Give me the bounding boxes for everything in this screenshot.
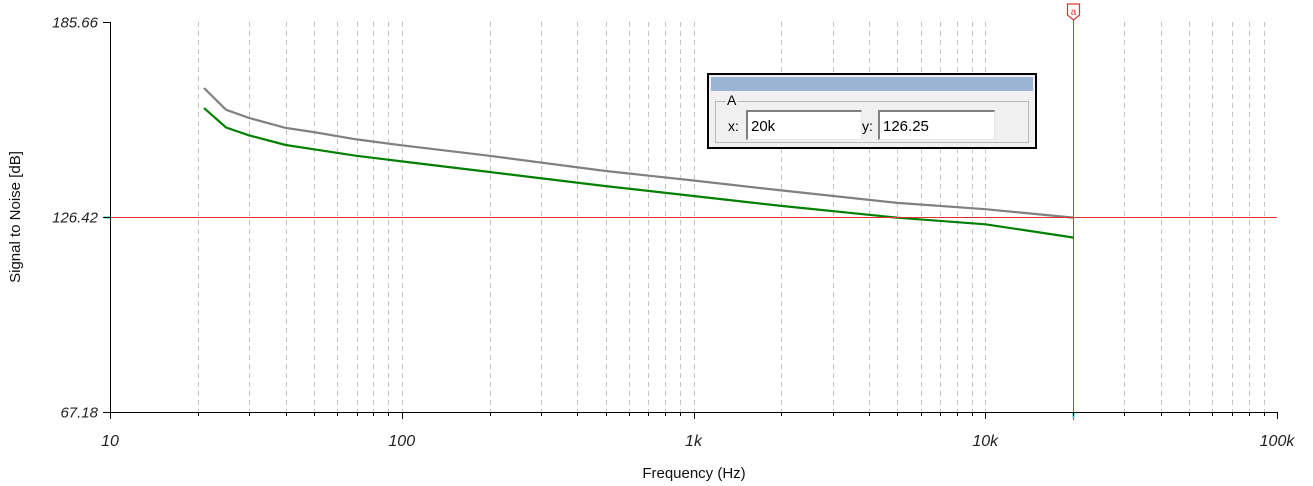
y-axis-title: Signal to Noise [dB] [7,151,24,283]
cursor-group-label: A [726,92,738,108]
series-layer [203,87,1074,239]
x-tick-label: 1k [685,433,703,450]
cursor-marker [1066,3,1081,21]
cursor-y-field[interactable]: 126.25 [878,110,995,140]
cursor-x-field[interactable]: 20k [746,110,862,140]
y-tick-label: 67.18 [60,405,98,422]
series-line [203,107,1074,239]
y-tick-label: 126.42 [52,210,99,227]
series-line [203,87,1074,219]
x-axis-title: Frequency (Hz) [642,465,745,482]
cursor-marker-label: a [1071,7,1077,18]
cursor-x-label: x: [728,118,739,134]
x-tick-label: 10k [972,433,999,450]
axes: 10 100 1k 10k 100k 67.18 126.42 185.66 [52,15,1295,451]
x-tick-label: 100k [1260,433,1296,450]
x-tick-label: 10 [101,433,119,450]
y-tick-label: 185.66 [52,15,99,32]
cursor-readout-group [715,101,1029,143]
cursor-layer: a [104,3,1277,420]
cursor-readout-panel[interactable]: A x: 20k y: 126.25 [707,73,1037,149]
x-tick-label: 100 [388,433,415,450]
cursor-readout-titlebar[interactable] [711,77,1033,91]
cursor-y-label: y: [862,118,873,134]
